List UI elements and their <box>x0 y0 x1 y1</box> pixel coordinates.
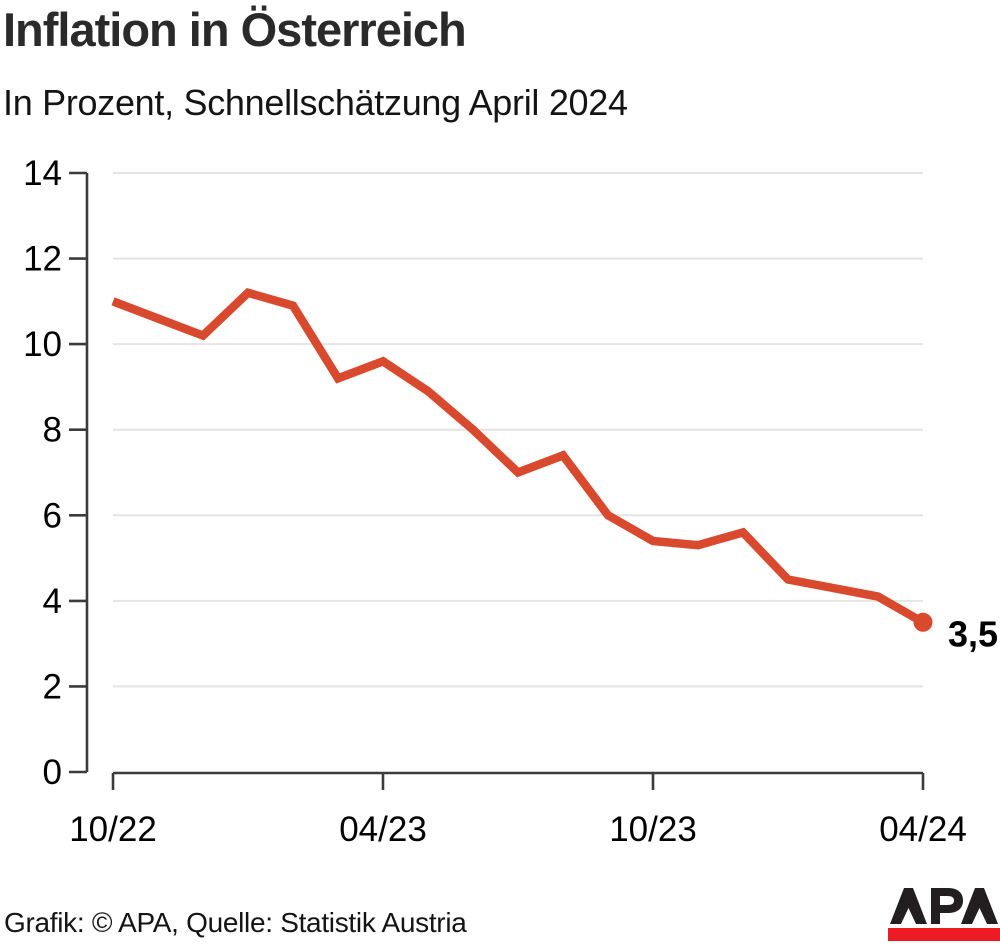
y-tick-label: 6 <box>43 496 62 535</box>
y-tick-label: 10 <box>23 325 62 364</box>
inflation-line <box>111 288 926 626</box>
y-tick-label: 14 <box>23 154 62 193</box>
x-tick-label: 10/23 <box>609 810 697 849</box>
y-tick-label: 2 <box>43 667 62 706</box>
line-chart: 0 2 4 6 8 10 12 14 10/22 04/23 10/23 04/24 3,5 <box>23 154 998 849</box>
apa-logo-graphic <box>888 888 1000 941</box>
chart-subtitle: In Prozent, Schnellschätzung April 2024 <box>3 82 628 123</box>
y-tick-label: 12 <box>23 240 62 279</box>
apa-logo-red-bar <box>888 928 1000 941</box>
x-tick-label: 04/24 <box>879 810 967 849</box>
y-tick-label: 0 <box>43 753 62 792</box>
end-point-dot <box>913 612 933 632</box>
x-tick-label: 04/23 <box>339 810 427 849</box>
apa-logo-letters <box>890 888 998 924</box>
y-tick-label: 8 <box>43 411 62 450</box>
source-credit: Grafik: © APA, Quelle: Statistik Austria <box>4 907 467 938</box>
page-title: Inflation in Österreich <box>3 3 467 56</box>
apa-logo <box>888 882 1000 943</box>
x-tick-label: 10/22 <box>69 810 157 849</box>
end-value-label: 3,5 <box>948 613 998 654</box>
y-tick-label: 4 <box>43 582 62 621</box>
